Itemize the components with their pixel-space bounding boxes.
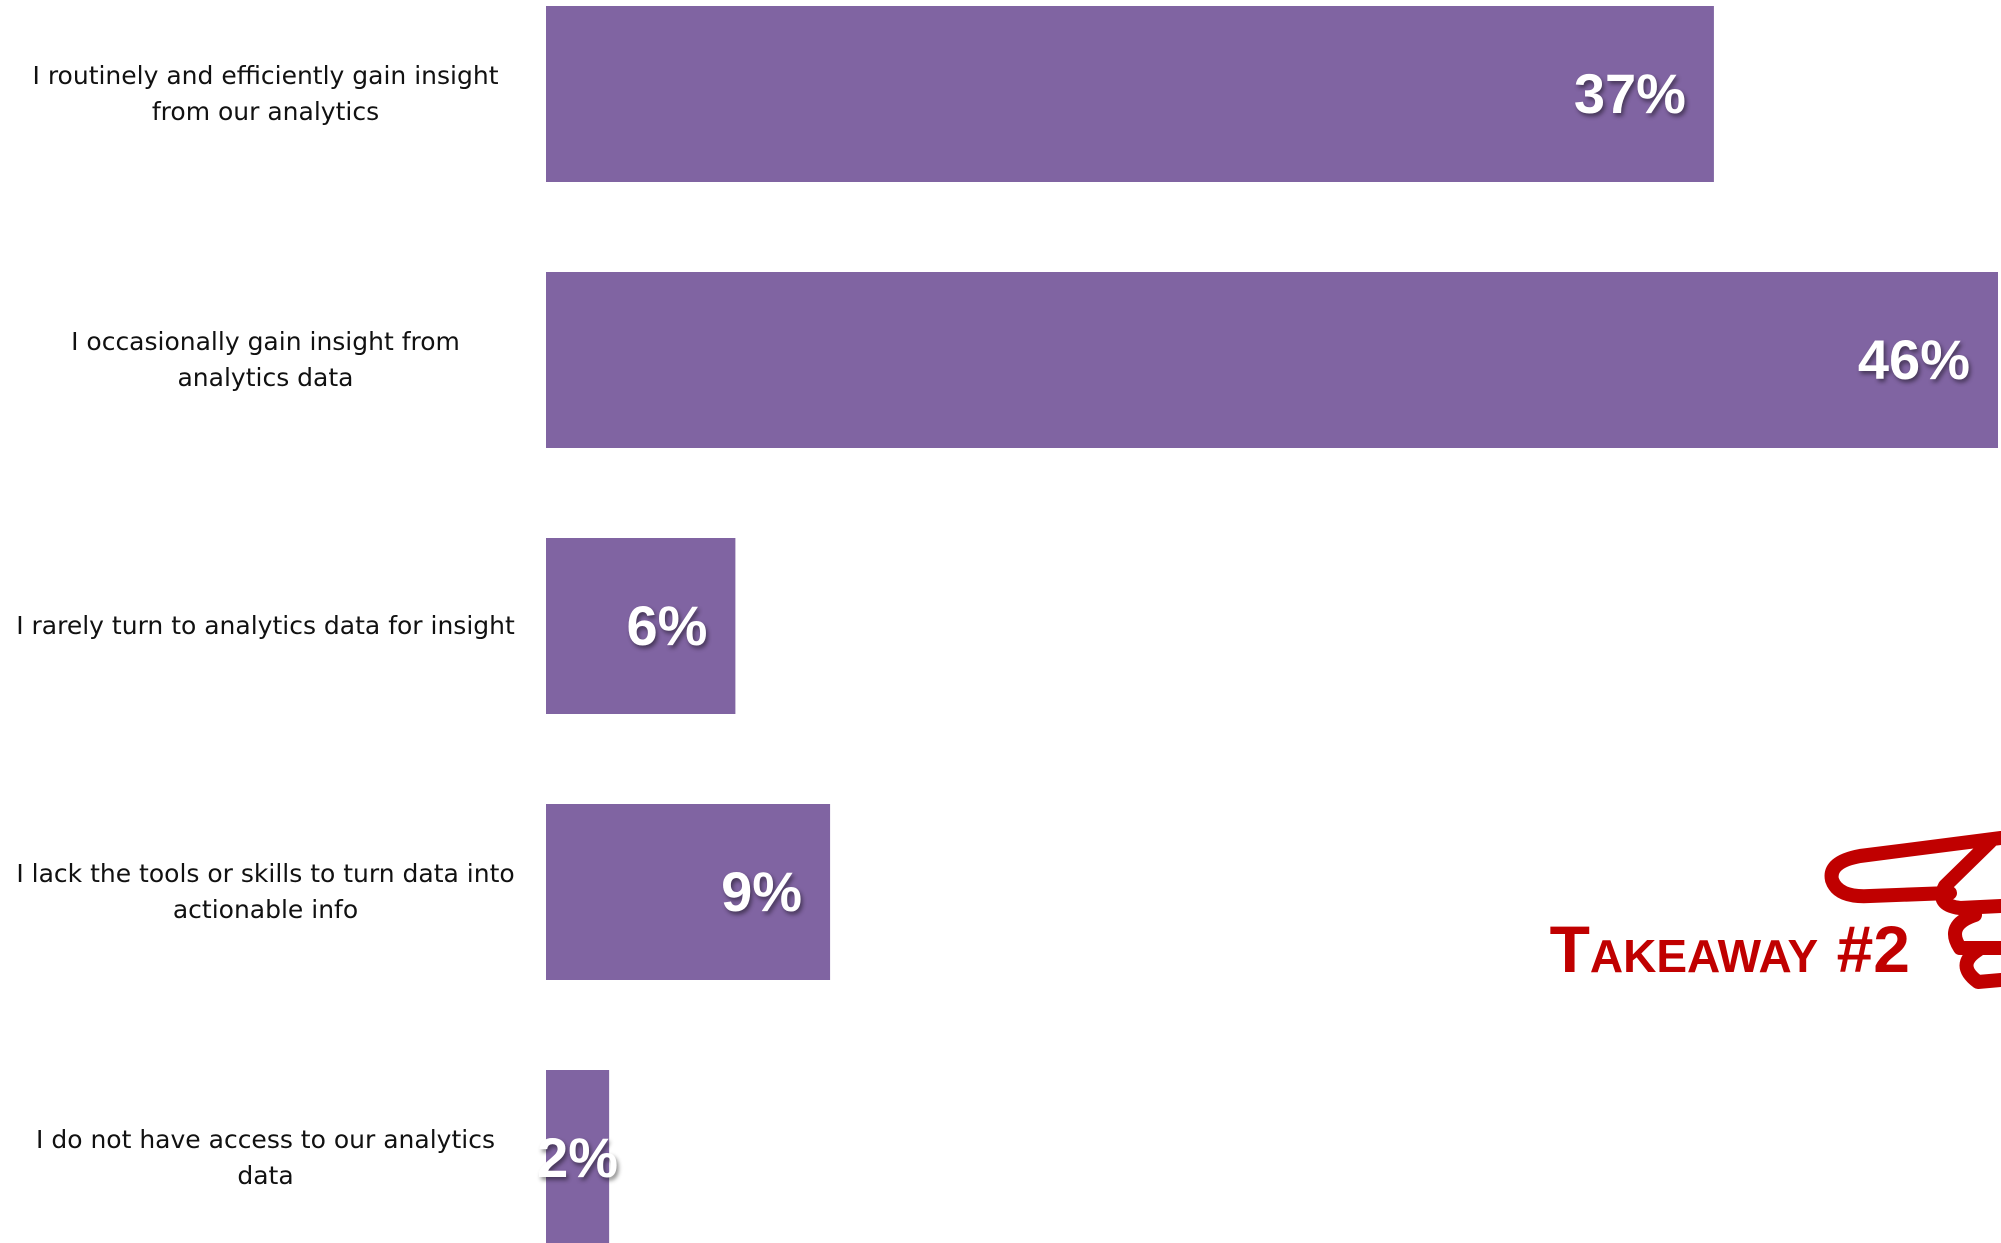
category-label-box: I routinely and efficiently gain insight…: [32, 61, 499, 126]
bar: [546, 6, 1714, 182]
bar: [546, 538, 736, 714]
value-label: 37%: [1574, 62, 1686, 125]
bar: [546, 804, 831, 980]
category-label: I rarely turn to analytics data for insi…: [16, 611, 515, 640]
value-label: 2%: [537, 1126, 618, 1189]
category-label-box: I lack the tools or skills to turn data …: [16, 859, 515, 924]
value-label: 9%: [721, 860, 802, 923]
category-label-box: I rarely turn to analytics data for insi…: [16, 611, 515, 640]
category-label: I occasionally gain insight from analyti…: [71, 327, 460, 392]
value-label: 46%: [1858, 328, 1970, 391]
category-label: I do not have access to our analytics da…: [36, 1125, 495, 1190]
category-label-box: I occasionally gain insight from analyti…: [71, 327, 460, 392]
bar: [546, 272, 1998, 448]
annotation: Takeaway #2: [1550, 912, 1910, 986]
category-label-box: I do not have access to our analytics da…: [36, 1125, 495, 1190]
category-label: I routinely and efficiently gain insight…: [32, 61, 499, 126]
bar: [546, 1070, 610, 1243]
pointing-hand: [1824, 831, 2001, 989]
value-label: 6%: [626, 594, 707, 657]
category-label: I lack the tools or skills to turn data …: [16, 859, 515, 924]
